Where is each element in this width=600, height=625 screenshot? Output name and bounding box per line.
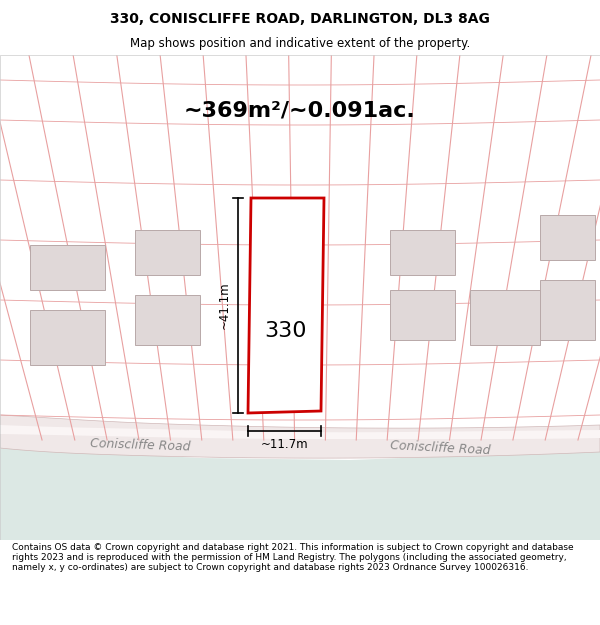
- Bar: [390, 230, 455, 275]
- Text: Map shows position and indicative extent of the property.: Map shows position and indicative extent…: [130, 38, 470, 51]
- Polygon shape: [0, 415, 600, 458]
- Bar: [470, 290, 540, 345]
- Polygon shape: [0, 445, 600, 540]
- Text: ~11.7m: ~11.7m: [260, 439, 308, 451]
- Text: 330, CONISCLIFFE ROAD, DARLINGTON, DL3 8AG: 330, CONISCLIFFE ROAD, DARLINGTON, DL3 8…: [110, 12, 490, 26]
- Text: ~41.1m: ~41.1m: [218, 282, 230, 329]
- Text: Coniscliffe Road: Coniscliffe Road: [389, 439, 490, 457]
- Bar: [135, 295, 200, 345]
- Polygon shape: [248, 198, 324, 413]
- Text: ~369m²/~0.091ac.: ~369m²/~0.091ac.: [184, 100, 416, 120]
- Text: 330: 330: [265, 321, 307, 341]
- Bar: [390, 290, 455, 340]
- Bar: [30, 245, 105, 290]
- Text: Coniscliffe Road: Coniscliffe Road: [89, 437, 190, 453]
- Text: Contains OS data © Crown copyright and database right 2021. This information is : Contains OS data © Crown copyright and d…: [12, 542, 574, 572]
- Bar: [540, 280, 595, 340]
- Bar: [30, 310, 105, 365]
- Bar: [135, 230, 200, 275]
- Bar: [540, 215, 595, 260]
- Polygon shape: [0, 425, 600, 439]
